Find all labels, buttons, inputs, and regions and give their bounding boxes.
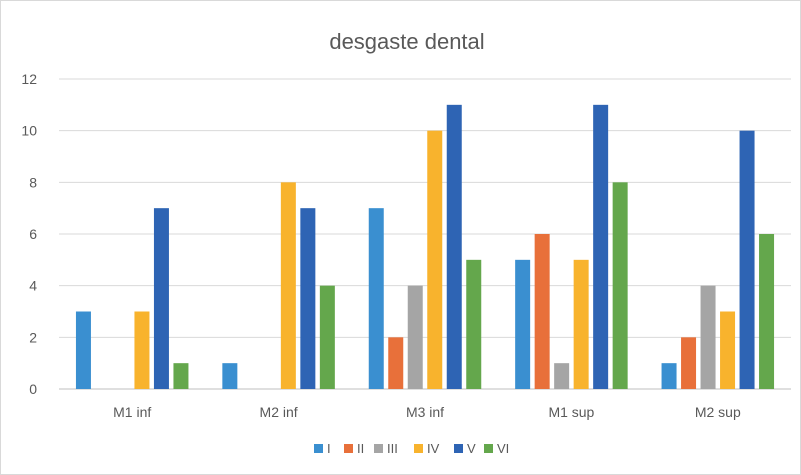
y-tick-label: 8 bbox=[29, 174, 37, 190]
legend-swatch bbox=[374, 444, 383, 453]
bar-I-M2-sup bbox=[661, 363, 677, 389]
y-tick-label: 2 bbox=[29, 329, 37, 345]
legend: I II III IV V VI bbox=[314, 441, 509, 456]
bar-V-M1-sup bbox=[593, 104, 609, 389]
y-tick-label: 4 bbox=[29, 278, 37, 294]
legend-swatch bbox=[314, 444, 323, 453]
bar-VI-M2-inf bbox=[319, 285, 335, 389]
legend-swatch bbox=[454, 444, 463, 453]
y-tick-label: 0 bbox=[29, 381, 37, 397]
bar-III-M1-sup bbox=[554, 363, 570, 389]
legend-swatch bbox=[344, 444, 353, 453]
bar-II-M3-inf bbox=[388, 337, 404, 389]
bar-I-M1-inf bbox=[75, 311, 91, 389]
bar-IV-M1-sup bbox=[573, 259, 589, 389]
bar-VI-M2-sup bbox=[759, 234, 775, 389]
x-category-label: M1 inf bbox=[113, 404, 151, 420]
bar-IV-M2-sup bbox=[720, 311, 736, 389]
bar-III-M2-sup bbox=[700, 285, 716, 389]
x-axis-categories: M1 inf M2 inf M3 inf M1 sup M2 sup bbox=[113, 404, 741, 420]
y-tick-label: 10 bbox=[21, 123, 37, 139]
bar-II-M1-sup bbox=[534, 234, 550, 389]
x-category-label: M1 sup bbox=[548, 404, 594, 420]
legend-label: III bbox=[387, 441, 398, 456]
y-tick-label: 6 bbox=[29, 226, 37, 242]
bar-VI-M3-inf bbox=[466, 259, 482, 389]
legend-label: IV bbox=[427, 441, 440, 456]
y-tick-label: 12 bbox=[21, 71, 37, 87]
bar-III-M3-inf bbox=[407, 285, 423, 389]
bar-I-M3-inf bbox=[368, 208, 384, 389]
bar-VI-M1-inf bbox=[173, 363, 189, 389]
bar-IV-M1-inf bbox=[134, 311, 150, 389]
y-axis-ticks: 0 2 4 6 8 10 12 bbox=[21, 71, 37, 397]
bar-V-M2-inf bbox=[300, 208, 316, 389]
bars bbox=[75, 104, 775, 389]
legend-label: I bbox=[327, 441, 331, 456]
legend-swatch bbox=[484, 444, 493, 453]
legend-label: II bbox=[357, 441, 364, 456]
x-category-label: M2 sup bbox=[695, 404, 741, 420]
legend-label: V bbox=[467, 441, 476, 456]
bar-I-M1-sup bbox=[515, 259, 531, 389]
bar-IV-M2-inf bbox=[280, 182, 296, 389]
bar-IV-M3-inf bbox=[427, 130, 443, 389]
gridlines bbox=[59, 78, 791, 390]
bar-V-M3-inf bbox=[446, 104, 462, 389]
x-category-label: M2 inf bbox=[260, 404, 298, 420]
bar-V-M2-sup bbox=[739, 130, 755, 389]
legend-label: VI bbox=[497, 441, 509, 456]
bar-II-M2-sup bbox=[681, 337, 697, 389]
bar-I-M2-inf bbox=[222, 363, 238, 389]
x-category-label: M3 inf bbox=[406, 404, 444, 420]
legend-swatch bbox=[414, 444, 423, 453]
bar-V-M1-inf bbox=[153, 208, 169, 389]
chart-title: desgaste dental bbox=[329, 29, 484, 54]
bar-VI-M1-sup bbox=[612, 182, 628, 389]
